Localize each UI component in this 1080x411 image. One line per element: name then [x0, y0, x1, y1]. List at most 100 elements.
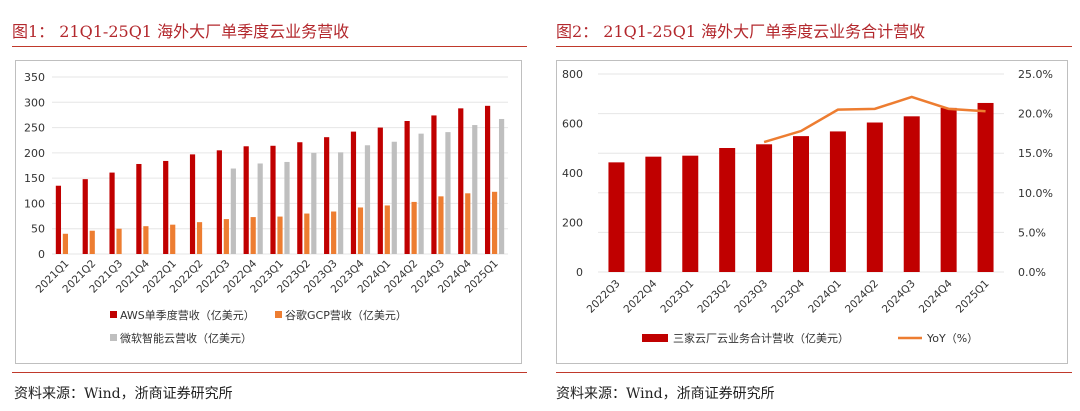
- x-tick-label: 2024Q1: [806, 278, 844, 316]
- bar-total-revenue: [793, 136, 809, 272]
- bar-1: [384, 205, 390, 254]
- x-tick-label: 2024Q4: [917, 277, 955, 315]
- y2-tick-label: 20.0%: [1018, 108, 1053, 121]
- bar-total-revenue: [682, 155, 699, 272]
- y2-tick-label: 5.0%: [1018, 226, 1046, 239]
- bar-1: [89, 230, 95, 254]
- x-tick-label: 2024Q3: [880, 278, 918, 316]
- bar-1: [116, 228, 122, 254]
- bar-total-revenue: [977, 102, 994, 273]
- bar-1: [170, 224, 176, 254]
- bar-2: [311, 152, 317, 254]
- right-source-rule: [556, 372, 1072, 373]
- legend-swatch: [275, 311, 282, 318]
- bar-0: [350, 131, 357, 254]
- bar-total-revenue: [940, 107, 957, 272]
- left-title-rule: [12, 46, 527, 47]
- y-tick-label: 100: [24, 197, 45, 210]
- y-tick-label: 50: [31, 223, 45, 236]
- x-tick-label: 2022Q4: [622, 277, 660, 315]
- y-tick-label: 300: [24, 96, 45, 109]
- y2-tick-label: 10.0%: [1018, 187, 1053, 200]
- x-tick-label: 2025Q1: [954, 278, 992, 316]
- bar-1: [62, 233, 69, 254]
- y-tick-label: 200: [562, 217, 583, 230]
- bar-total-revenue: [829, 131, 846, 272]
- bar-0: [324, 137, 330, 254]
- bar-0: [109, 172, 115, 254]
- bar-2: [364, 145, 371, 254]
- bar-1: [250, 217, 256, 254]
- bar-total-revenue: [719, 148, 736, 272]
- bar-1: [331, 211, 337, 254]
- bar-2: [472, 125, 478, 255]
- bar-0: [136, 163, 142, 254]
- x-tick-label: 2024Q2: [843, 278, 881, 316]
- y-tick-label: 200: [24, 147, 45, 160]
- bar-0: [377, 127, 383, 254]
- bar-1: [196, 222, 203, 254]
- bar-1: [465, 193, 471, 254]
- right-title-rule: [556, 46, 1072, 47]
- bar-2: [257, 163, 263, 254]
- bar-2: [230, 168, 236, 254]
- bar-2: [284, 161, 290, 254]
- left-source-note: 资料来源：Wind，浙商证券研究所: [14, 386, 233, 402]
- y-tick-label: 600: [562, 118, 583, 131]
- bar-0: [216, 150, 222, 254]
- legend-swatch: [110, 311, 117, 318]
- bar-0: [270, 145, 276, 254]
- y-tick-label: 400: [562, 167, 583, 180]
- x-tick-label: 2023Q4: [769, 277, 807, 315]
- y-tick-label: 350: [24, 71, 45, 84]
- bar-total-revenue: [866, 122, 883, 272]
- bar-0: [431, 115, 437, 254]
- bar-0: [458, 108, 464, 255]
- bar-2: [445, 132, 451, 254]
- left-chart-title: 图1： 21Q1-25Q1 海外大厂单季度云业务营收: [12, 22, 350, 41]
- left-chart-frame: [15, 60, 522, 364]
- right-source-note: 资料来源：Wind，浙商证券研究所: [556, 386, 775, 402]
- bar-total-revenue: [608, 162, 625, 272]
- bar-1: [491, 191, 498, 254]
- x-tick-label: 2023Q1: [658, 278, 696, 316]
- bar-1: [411, 201, 417, 254]
- x-tick-label: 2022Q3: [585, 278, 623, 316]
- legend-label: 微软智能云营收（亿美元）: [120, 331, 252, 345]
- legend-label: 谷歌GCP营收（亿美元）: [285, 308, 407, 322]
- left-source-rule: [12, 372, 527, 373]
- bar-0: [297, 142, 303, 254]
- legend-label: 三家云厂云业务合计营收（亿美元）: [673, 331, 849, 345]
- y-tick-label: 0: [38, 248, 45, 261]
- x-tick-label: 2023Q2: [695, 278, 733, 316]
- bar-1: [143, 226, 149, 254]
- bar-0: [82, 179, 88, 254]
- bar-1: [304, 213, 310, 254]
- y2-tick-label: 0.0%: [1018, 266, 1046, 279]
- y2-tick-label: 15.0%: [1018, 147, 1053, 160]
- y-tick-label: 800: [562, 68, 583, 81]
- y2-tick-label: 25.0%: [1018, 68, 1053, 81]
- bar-1: [223, 219, 229, 254]
- bar-total-revenue: [645, 156, 662, 272]
- legend-swatch: [642, 334, 668, 342]
- legend-swatch: [110, 334, 117, 341]
- bar-0: [189, 154, 196, 254]
- bar-0: [404, 120, 410, 254]
- legend-label: YoY（%）: [926, 332, 978, 345]
- bar-2: [338, 152, 344, 254]
- bar-2: [498, 118, 505, 254]
- bar-0: [163, 160, 169, 254]
- yoy-line: [763, 95, 986, 144]
- y-tick-label: 0: [576, 266, 583, 279]
- bar-2: [391, 141, 397, 254]
- right-chart-title: 图2： 21Q1-25Q1 海外大厂单季度云业务合计营收: [556, 22, 926, 41]
- bar-0: [484, 105, 491, 254]
- bar-1: [357, 207, 364, 254]
- bar-0: [243, 146, 249, 254]
- y-tick-label: 250: [24, 122, 45, 135]
- bar-total-revenue: [756, 144, 773, 272]
- bar-1: [438, 196, 444, 254]
